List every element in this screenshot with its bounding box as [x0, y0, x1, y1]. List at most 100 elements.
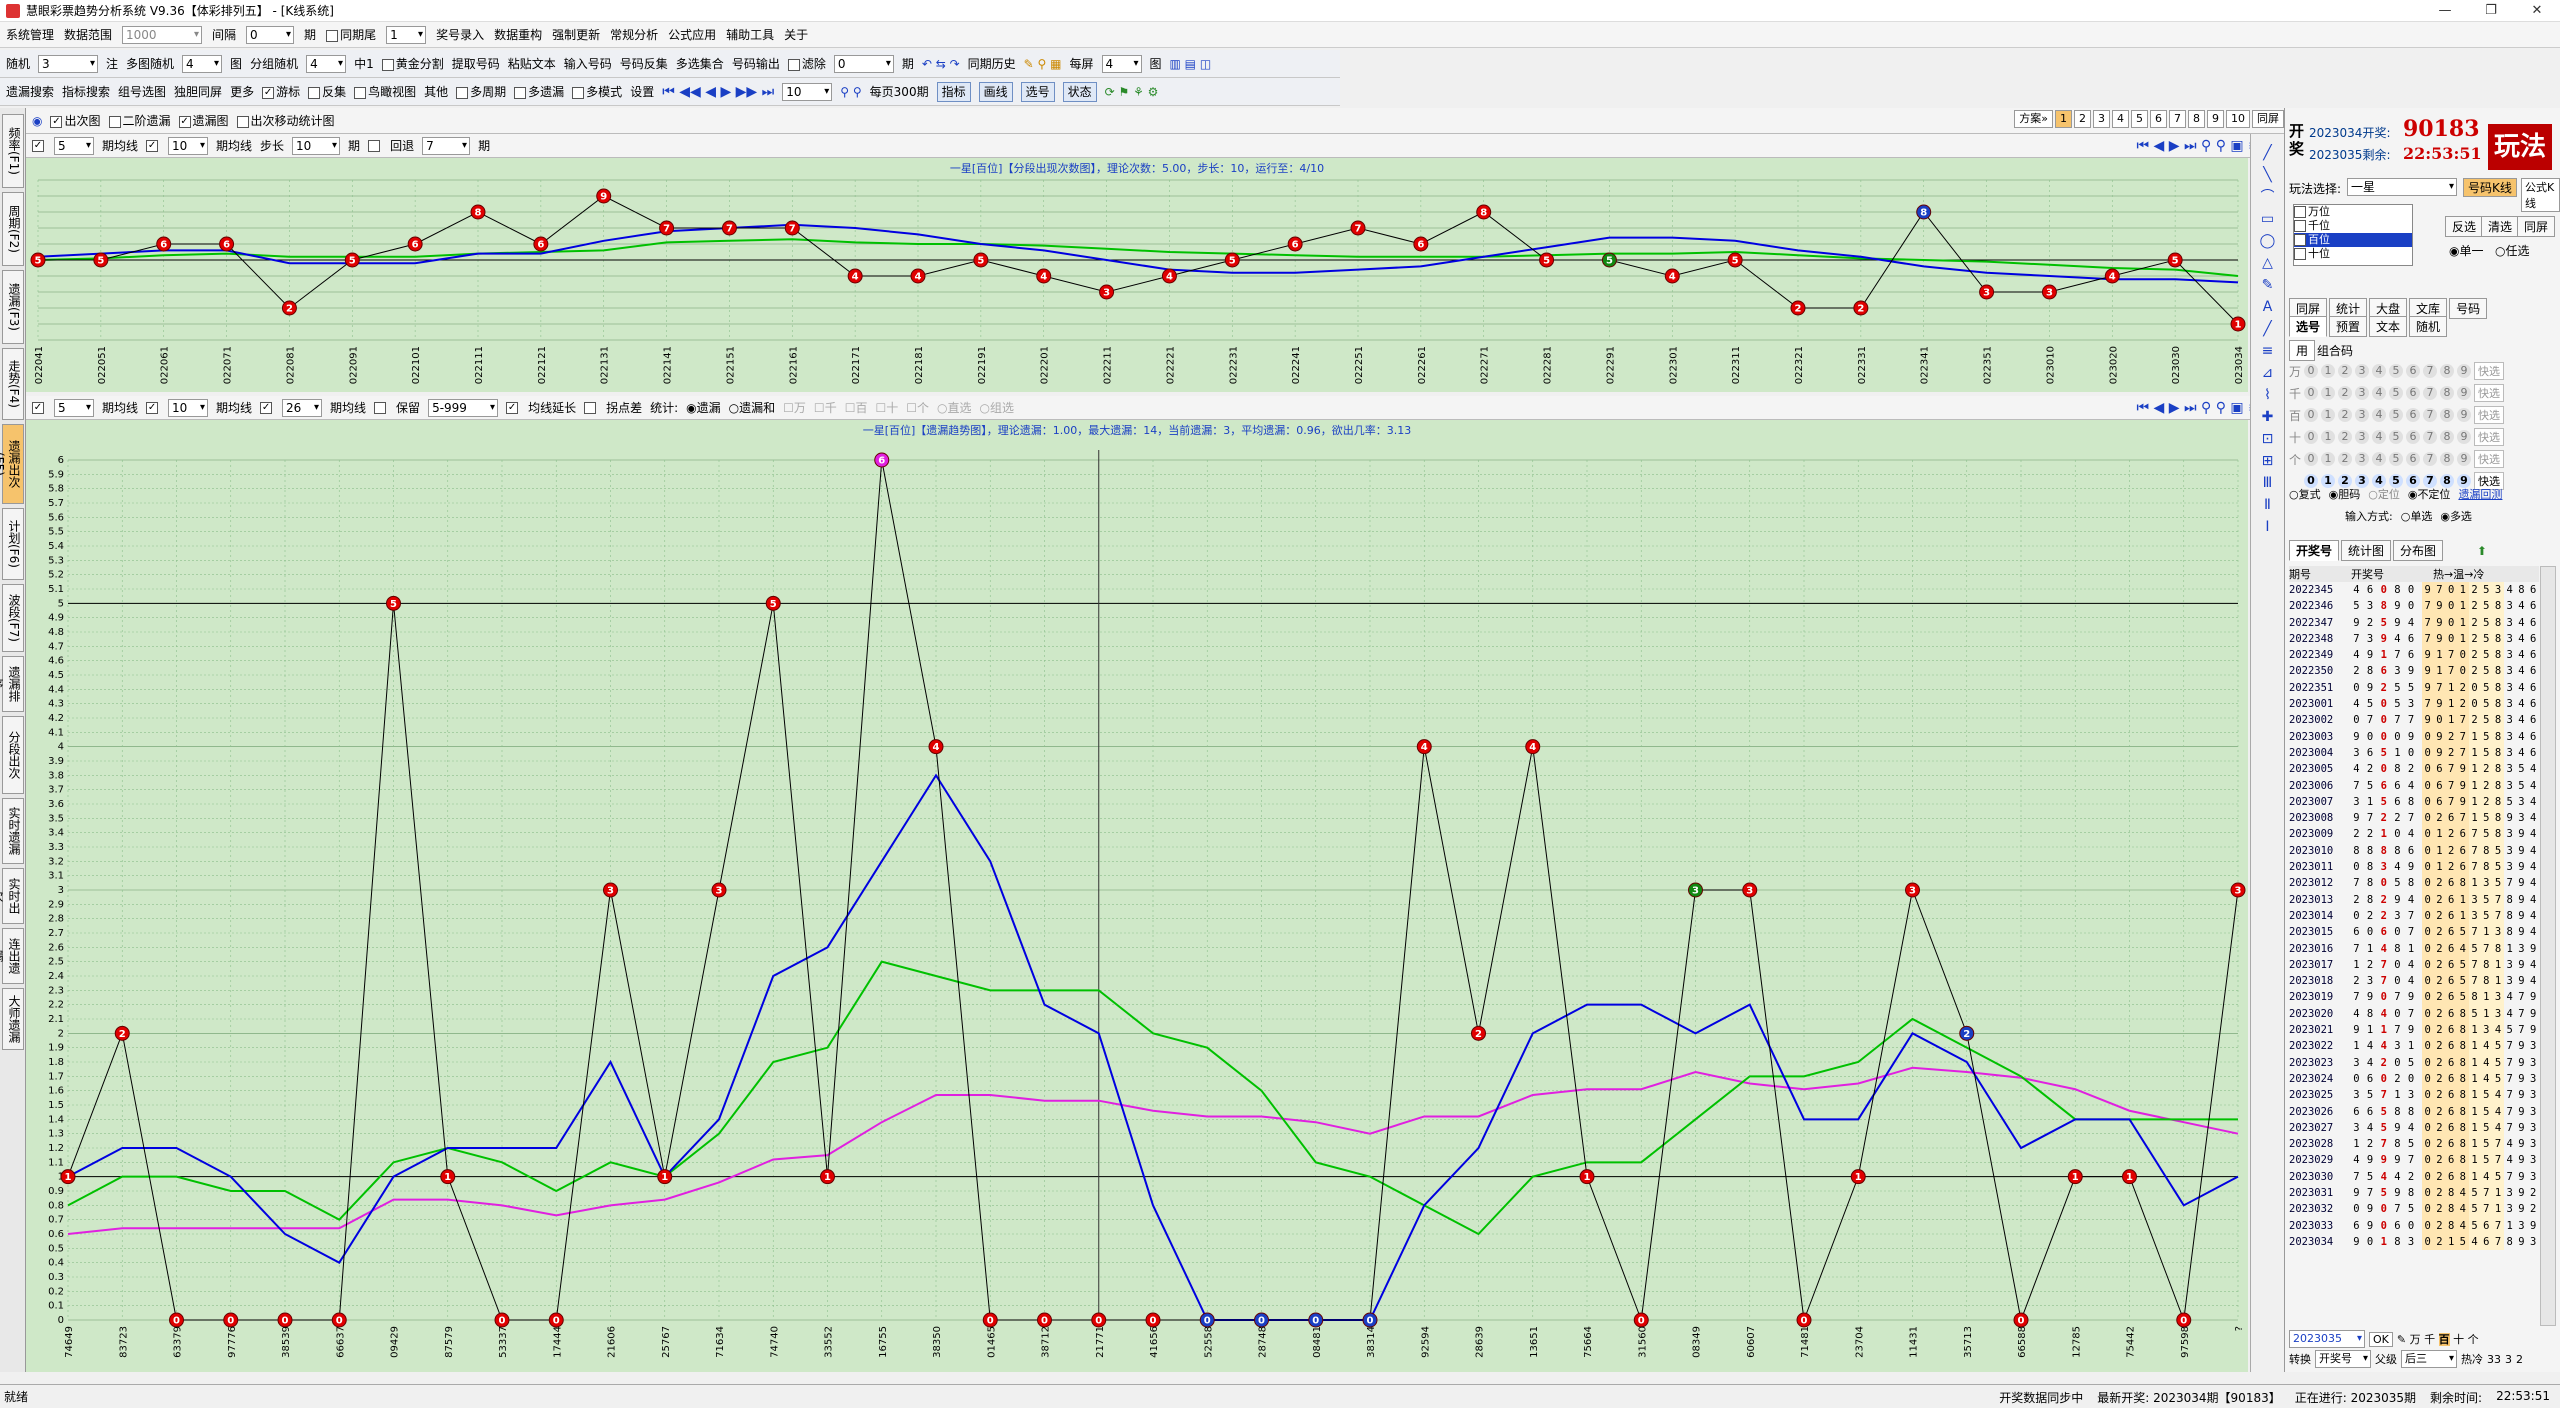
settings-menu[interactable]: 设置 — [630, 85, 655, 99]
menu-rebuild[interactable]: 数据重构 — [494, 28, 543, 42]
page-button-0[interactable]: 1 — [2055, 110, 2072, 128]
digit-ball[interactable]: 8 — [2440, 452, 2454, 466]
digit-ball[interactable]: 1 — [2321, 364, 2335, 378]
history-row[interactable]: 2023024 0 6 0 2 0 0 2 6 8 1 4 5 7 9 3 — [2289, 1070, 2539, 1088]
misc-icon[interactable]: ⟳ ⚑ ⚘ ⚙ — [1104, 84, 1159, 99]
digit-ball[interactable]: 1 — [2321, 452, 2335, 466]
digit-ball[interactable]: 0 — [2304, 386, 2318, 400]
stat-opt-direct[interactable]: ○直选 — [937, 401, 972, 415]
tab-library[interactable]: 文库 — [2409, 298, 2448, 319]
page-button-9[interactable]: 10 — [2226, 110, 2250, 128]
digit-ball[interactable]: 7 — [2423, 452, 2437, 466]
left-tab-0[interactable]: 频率(F1) — [2, 114, 24, 188]
tab-distribution[interactable]: 分布图 — [2393, 540, 2444, 561]
position-list[interactable]: 万位 千位 百位 十位 — [2293, 204, 2413, 266]
fast-select-button[interactable]: 快选 — [2474, 384, 2504, 402]
history-row[interactable]: 2023001 4 5 0 5 3 7 9 1 2 0 5 8 3 4 6 — [2289, 696, 2539, 713]
per-screen-select[interactable]: 4 — [1101, 54, 1142, 73]
group-random-select[interactable]: 4 — [306, 54, 347, 73]
left-tab-9[interactable]: 实时遗漏 — [2, 798, 24, 864]
left-tab-5[interactable]: 计划(F6) — [2, 508, 24, 580]
history-row[interactable]: 2023006 7 5 6 6 4 0 6 7 9 1 2 8 3 5 4 — [2289, 777, 2539, 794]
stat-opt-ge[interactable]: ☐个 — [906, 401, 930, 415]
digit-ball[interactable]: 2 — [2338, 474, 2352, 488]
digit-ball[interactable]: 9 — [2457, 386, 2471, 400]
history-row[interactable]: 2022351 0 9 2 5 5 9 7 1 2 0 5 8 3 4 6 — [2289, 679, 2539, 697]
history-row[interactable]: 2023010 8 8 8 8 6 0 1 2 6 7 8 5 3 9 4 — [2289, 842, 2539, 860]
digit-ball[interactable]: 7 — [2423, 408, 2437, 422]
menu-force-update[interactable]: 强制更新 — [552, 28, 601, 42]
multi-radio[interactable]: ○任选 — [2495, 244, 2530, 258]
index-button[interactable]: 指标 — [936, 81, 971, 102]
digit-ball[interactable]: 2 — [2338, 364, 2352, 378]
history-row[interactable]: 2023008 9 7 2 2 7 0 2 6 7 1 5 8 9 3 4 — [2289, 810, 2539, 827]
filter-select[interactable]: 0 — [833, 54, 894, 73]
digit-ball[interactable]: 0 — [2304, 452, 2318, 466]
digit-ball[interactable]: 6 — [2406, 408, 2420, 422]
menu-formula[interactable]: 公式应用 — [668, 28, 717, 42]
left-tab-8[interactable]: 分段出次 — [2, 716, 24, 794]
digit-ball[interactable]: 5 — [2389, 408, 2403, 422]
back-label[interactable]: 回退 — [390, 139, 415, 153]
menu-tools[interactable]: 辅助工具 — [726, 28, 775, 42]
page-button-1[interactable]: 2 — [2074, 110, 2091, 128]
cursor-checkbox[interactable]: ✓ 游标 — [262, 85, 301, 99]
zoom-icon[interactable]: ⚲ ⚲ — [840, 84, 862, 99]
history-scrollbar[interactable] — [2540, 566, 2556, 1326]
maximize-button[interactable]: ❐ — [2485, 3, 2497, 18]
other-menu[interactable]: 其他 — [424, 85, 449, 99]
chart1-nav-icons[interactable]: ⏮ ◀ ▶ ⏭ ⚲ ⚲ ▣ ≡ ✕ — [2136, 137, 2276, 154]
group-select-button[interactable]: 组号选图 — [118, 85, 167, 99]
digit-ball[interactable]: 4 — [2372, 386, 2386, 400]
digit-ball[interactable]: 1 — [2321, 474, 2335, 488]
page-button-6[interactable]: 7 — [2169, 110, 2186, 128]
step-select[interactable]: 10 — [292, 136, 341, 155]
fast-select-button[interactable]: 快选 — [2474, 406, 2504, 424]
left-tab-2[interactable]: 遗漏(F3) — [2, 270, 24, 344]
issue-input[interactable]: 2023035 — [2289, 1330, 2365, 1348]
tab-stat-chart[interactable]: 统计图 — [2341, 540, 2392, 561]
history-row[interactable]: 2023020 4 8 4 0 7 0 2 6 8 5 1 3 4 7 9 — [2289, 1005, 2539, 1023]
history-row[interactable]: 2023007 3 1 5 6 8 0 6 7 9 1 2 8 5 3 4 — [2289, 793, 2539, 811]
chart2-ma2-select[interactable]: 10 — [168, 398, 209, 417]
digit-ball[interactable]: 3 — [2355, 386, 2369, 400]
digit-ball[interactable]: 6 — [2406, 386, 2420, 400]
chart-type-icon[interactable]: ◉ — [32, 113, 43, 128]
digit-ball[interactable]: 7 — [2423, 474, 2437, 488]
digit-ball[interactable]: 0 — [2304, 474, 2318, 488]
digit-ball[interactable]: 8 — [2440, 364, 2454, 378]
filter-checkbox[interactable]: 滤除 — [787, 55, 826, 72]
left-tab-1[interactable]: 周期(F2) — [2, 192, 24, 266]
birdseye-checkbox[interactable]: 鸟瞰视图 — [354, 83, 416, 100]
stat-opt-miss-sum[interactable]: ○遗漏和 — [728, 401, 776, 415]
history-row[interactable]: 2022347 9 2 5 9 4 7 9 0 1 2 5 8 3 4 6 — [2289, 614, 2539, 631]
input-single[interactable]: ○单选 — [2400, 510, 2433, 523]
tab-draw-number[interactable]: 开奖号 — [2289, 540, 2340, 561]
anti-set-button[interactable]: 号码反集 — [619, 57, 668, 71]
digit-ball[interactable]: 8 — [2440, 386, 2454, 400]
multi-random-select[interactable]: 4 — [182, 54, 223, 73]
close-button[interactable]: ✕ — [2531, 3, 2543, 18]
tab-select-number[interactable]: 选号 — [2289, 316, 2328, 337]
menu-analysis[interactable]: 常规分析 — [610, 28, 659, 42]
history-row[interactable]: 2023011 0 8 3 4 9 0 1 2 6 7 8 5 3 9 4 — [2289, 859, 2539, 876]
chart1-ma1-select[interactable]: 5 — [54, 136, 94, 155]
history-row[interactable]: 2023033 6 9 0 6 0 0 2 8 4 5 6 7 1 3 9 — [2289, 1217, 2539, 1234]
digit-ball[interactable]: 5 — [2389, 430, 2403, 444]
page-size-select[interactable]: 10 — [782, 82, 833, 101]
digit-ball[interactable]: 9 — [2457, 364, 2471, 378]
digit-ball[interactable]: 0 — [2304, 364, 2318, 378]
same-tail-select[interactable]: 1 — [386, 25, 427, 44]
position-tabs[interactable]: ✎ 万 千 百 十 个 — [2396, 1333, 2479, 1346]
left-tab-3[interactable]: 走势(F4) — [2, 348, 24, 420]
digit-ball[interactable]: 5 — [2389, 452, 2403, 466]
history-row[interactable]: 2022345 4 6 0 8 0 9 7 0 1 2 5 3 4 8 6 — [2289, 582, 2539, 599]
layout-icon[interactable]: ▥ ▤ ◫ — [1169, 56, 1212, 71]
state-button[interactable]: 状态 — [1062, 81, 1097, 102]
stat-opt-miss[interactable]: ◉遗漏 — [686, 401, 721, 415]
miss-chart-checkbox[interactable]: ✓ 遗漏图 — [178, 114, 229, 128]
history-row[interactable]: 2023017 1 2 7 0 4 0 2 6 5 7 8 1 3 9 4 — [2289, 956, 2539, 974]
digit-ball[interactable]: 6 — [2406, 474, 2420, 488]
multi-random-label[interactable]: 多图随机 — [126, 57, 175, 71]
pen-icon[interactable]: ✎ ⚲ ▦ — [1023, 56, 1062, 71]
